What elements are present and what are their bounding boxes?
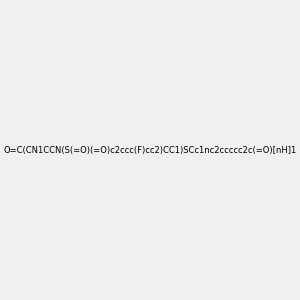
Text: O=C(CN1CCN(S(=O)(=O)c2ccc(F)cc2)CC1)SCc1nc2ccccc2c(=O)[nH]1: O=C(CN1CCN(S(=O)(=O)c2ccc(F)cc2)CC1)SCc1… (3, 146, 297, 154)
